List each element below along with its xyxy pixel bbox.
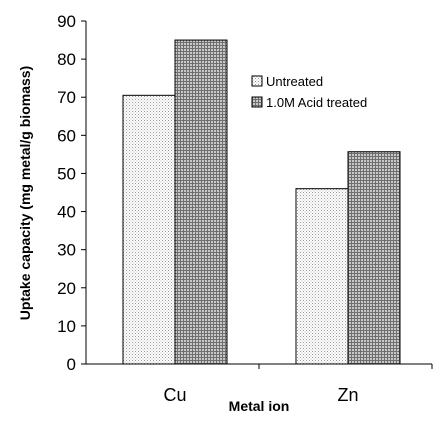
x-category-label: Cu xyxy=(163,385,186,405)
x-category-label: Zn xyxy=(337,385,358,405)
y-tick-label: 20 xyxy=(57,279,76,298)
y-tick-label: 90 xyxy=(57,12,76,31)
y-tick-label: 70 xyxy=(57,88,76,107)
bars-group xyxy=(122,39,401,365)
y-axis-title: Uptake capacity (mg metal/g biomass) xyxy=(17,66,33,320)
bar-zn-untreated xyxy=(295,188,349,365)
legend-label: 1.0M Acid treated xyxy=(266,95,367,110)
y-tick-label: 10 xyxy=(57,317,76,336)
legend-swatch xyxy=(251,96,263,108)
bar-zn-acid-treated xyxy=(347,151,401,365)
x-ticks-group: Cu Zn xyxy=(163,364,433,405)
bar-cu-acid-treated xyxy=(174,39,228,365)
y-tick-label: 80 xyxy=(57,50,76,69)
y-tick-label: 40 xyxy=(57,203,76,222)
legend: Untreated 1.0M Acid treated xyxy=(251,74,367,110)
y-tick-label: 50 xyxy=(57,164,76,183)
legend-swatch xyxy=(251,75,263,87)
y-tick-label: 0 xyxy=(67,355,76,374)
y-tick-label: 60 xyxy=(57,126,76,145)
legend-label: Untreated xyxy=(266,74,323,89)
x-axis-title: Metal ion xyxy=(229,398,290,414)
bar-cu-untreated xyxy=(122,94,176,365)
y-tick-label: 30 xyxy=(57,241,76,260)
y-ticks-group: 0 10 20 30 40 50 60 70 80 90 xyxy=(57,12,86,374)
